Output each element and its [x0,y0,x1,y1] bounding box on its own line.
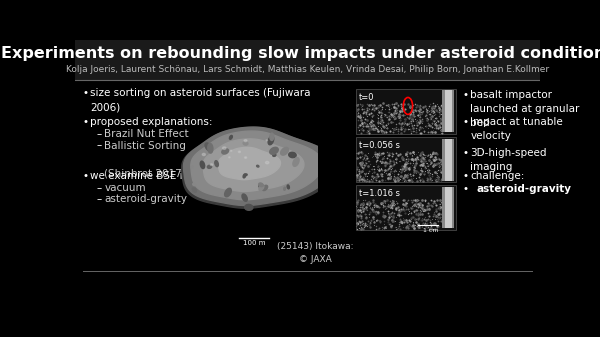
Text: •: • [83,117,89,127]
Ellipse shape [223,147,226,149]
Text: (25143) Itokawa:
© JAXA: (25143) Itokawa: © JAXA [277,242,353,264]
Text: Brazil Nut Effect: Brazil Nut Effect [104,129,189,139]
Text: –: – [97,194,102,205]
Ellipse shape [281,147,289,155]
Ellipse shape [191,166,193,168]
Ellipse shape [244,140,247,142]
Ellipse shape [270,133,274,141]
Text: challenge:: challenge: [470,171,524,181]
Ellipse shape [259,184,260,187]
Ellipse shape [245,174,247,176]
Ellipse shape [215,161,218,167]
Ellipse shape [273,154,276,156]
Ellipse shape [245,205,253,210]
Text: •: • [463,117,469,127]
Ellipse shape [230,150,232,151]
Text: •: • [463,184,469,194]
Text: t=1.016 s: t=1.016 s [359,189,400,198]
FancyBboxPatch shape [75,40,540,81]
Ellipse shape [268,136,274,145]
Text: •: • [463,148,469,158]
Ellipse shape [208,144,213,153]
FancyBboxPatch shape [356,137,457,182]
Ellipse shape [287,185,289,189]
Text: •: • [463,171,469,181]
Ellipse shape [284,187,286,190]
Text: •: • [83,171,89,181]
Text: 100 m: 100 m [243,240,265,246]
Ellipse shape [222,149,229,154]
FancyBboxPatch shape [445,187,452,228]
Ellipse shape [202,153,205,156]
Text: –: – [97,141,102,151]
Text: asteroid-gravity: asteroid-gravity [104,194,187,205]
Ellipse shape [210,164,213,165]
Ellipse shape [262,185,268,190]
Ellipse shape [270,147,278,154]
Text: •: • [83,88,89,98]
Text: 1 cm: 1 cm [424,227,439,233]
Polygon shape [203,139,304,191]
Ellipse shape [192,188,196,192]
Text: t=0.056 s: t=0.056 s [359,141,400,150]
Text: basalt impactor
launched at granular
bed: basalt impactor launched at granular bed [470,91,580,128]
Polygon shape [218,147,280,180]
Ellipse shape [193,183,196,186]
Ellipse shape [224,188,232,197]
Ellipse shape [265,161,269,164]
Ellipse shape [238,151,241,153]
FancyBboxPatch shape [445,139,452,181]
Text: proposed explanations:: proposed explanations: [91,117,213,127]
Text: Kolja Joeris, Laurent Schönau, Lars Schmidt, Matthias Keulen, Vrinda Desai, Phil: Kolja Joeris, Laurent Schönau, Lars Schm… [66,65,549,74]
Polygon shape [182,127,337,208]
FancyBboxPatch shape [442,91,454,132]
Text: vacuum: vacuum [104,183,146,193]
FancyBboxPatch shape [356,89,457,133]
Ellipse shape [259,183,263,187]
Ellipse shape [200,161,205,168]
Text: •: • [463,91,469,100]
Polygon shape [184,127,334,206]
Ellipse shape [293,158,299,166]
Ellipse shape [242,194,247,201]
Text: we examine BSE in: we examine BSE in [91,171,190,181]
Ellipse shape [266,140,268,141]
Text: Ballistic Sorting

(Shinbrot 2017): Ballistic Sorting (Shinbrot 2017) [104,141,187,179]
Ellipse shape [257,165,259,167]
Ellipse shape [229,135,232,139]
Ellipse shape [289,152,296,158]
Polygon shape [191,131,323,200]
Ellipse shape [259,185,264,190]
Ellipse shape [243,142,248,145]
Text: asteroid-gravity: asteroid-gravity [476,184,571,194]
Ellipse shape [205,143,211,151]
Text: size sorting on asteroid surfaces (Fujiwara
2006): size sorting on asteroid surfaces (Fujiw… [91,88,311,112]
FancyBboxPatch shape [445,91,452,132]
Text: impact at tunable
velocity: impact at tunable velocity [470,117,563,142]
Text: –: – [97,183,102,193]
Ellipse shape [245,157,247,158]
FancyBboxPatch shape [442,187,454,228]
Ellipse shape [229,157,230,158]
Ellipse shape [208,165,212,168]
Text: 3D-high-speed
imaging: 3D-high-speed imaging [470,148,547,172]
Text: Experiments on rebounding slow impacts under asteroid conditions: Experiments on rebounding slow impacts u… [1,46,600,61]
Text: –: – [97,129,102,139]
FancyBboxPatch shape [442,139,454,181]
Text: t=0: t=0 [359,93,374,102]
FancyBboxPatch shape [356,185,457,230]
Ellipse shape [243,174,246,178]
